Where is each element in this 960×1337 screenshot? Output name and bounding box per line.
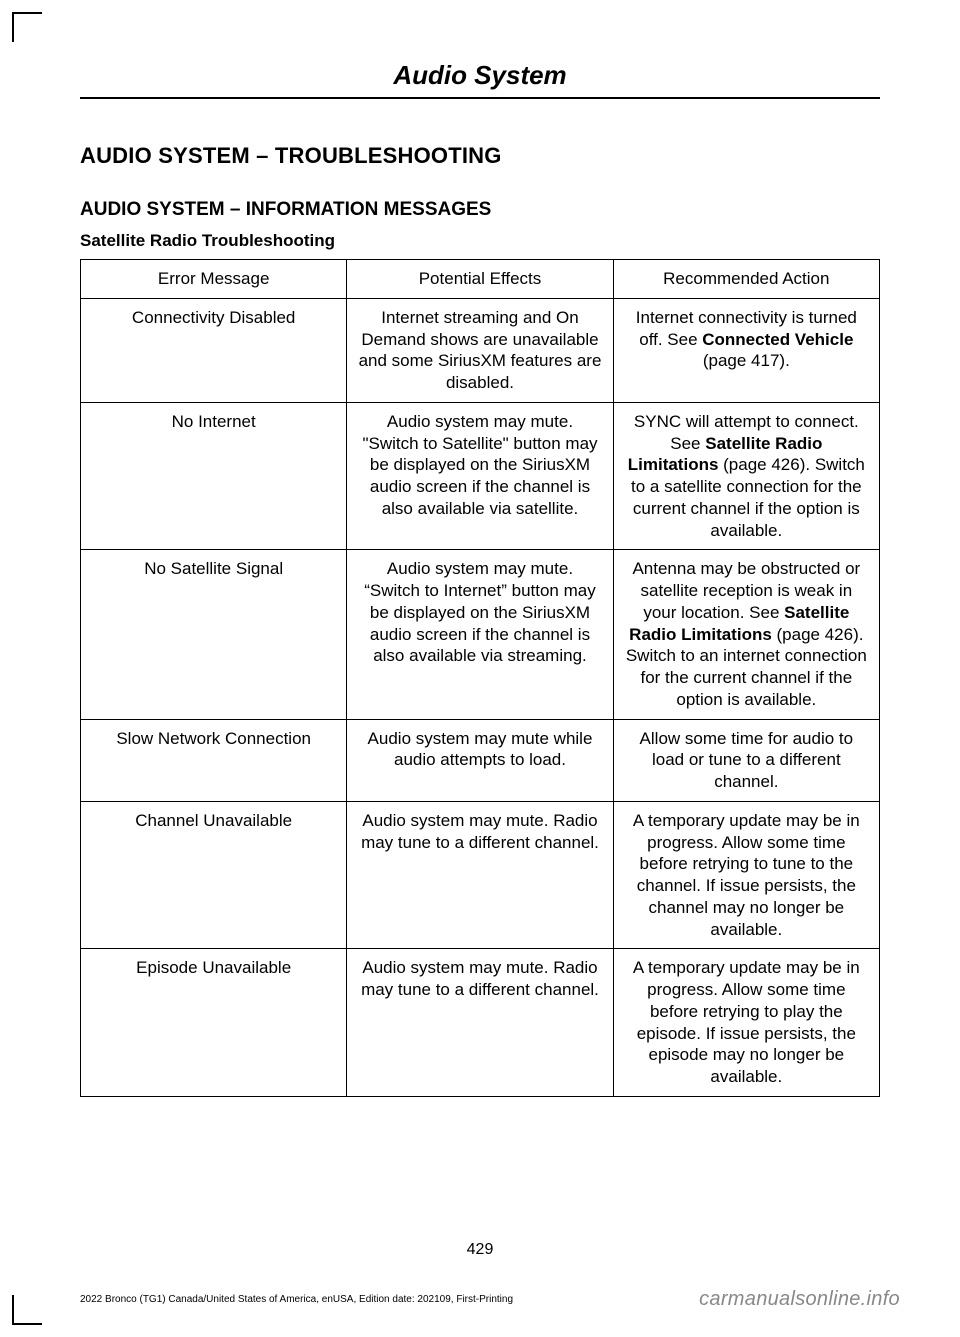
col-potential-effects: Potential Effects	[347, 260, 613, 299]
cell-recommended-action: Internet connectivity is turned off. See…	[613, 298, 879, 402]
cell-recommended-action: Antenna may be obstructed or satellite r…	[613, 550, 879, 719]
cell-error-message: Episode Unavailable	[81, 949, 347, 1097]
cell-error-message: No Internet	[81, 402, 347, 550]
heading-satellite-radio: Satellite Radio Troubleshooting	[80, 231, 880, 251]
chapter-rule	[80, 97, 880, 99]
troubleshooting-table: Error Message Potential Effects Recommen…	[80, 259, 880, 1097]
cell-potential-effects: Audio system may mute. Radio may tune to…	[347, 801, 613, 949]
chapter-title: Audio System	[80, 60, 880, 91]
cell-potential-effects: Audio system may mute while audio attemp…	[347, 719, 613, 801]
table-row: No Satellite Signal Audio system may mut…	[81, 550, 880, 719]
table-row: No Internet Audio system may mute. "Swit…	[81, 402, 880, 550]
cell-recommended-action: SYNC will attempt to connect. See Satell…	[613, 402, 879, 550]
table-header-row: Error Message Potential Effects Recommen…	[81, 260, 880, 299]
cell-error-message: Slow Network Connection	[81, 719, 347, 801]
cell-error-message: No Satellite Signal	[81, 550, 347, 719]
table-row: Episode Unavailable Audio system may mut…	[81, 949, 880, 1097]
cell-potential-effects: Audio system may mute. “Switch to Intern…	[347, 550, 613, 719]
cell-error-message: Channel Unavailable	[81, 801, 347, 949]
cell-potential-effects: Internet streaming and On Demand shows a…	[347, 298, 613, 402]
cell-recommended-action: A temporary update may be in progress. A…	[613, 949, 879, 1097]
heading-troubleshooting: AUDIO SYSTEM – TROUBLESHOOTING	[80, 143, 880, 169]
cell-recommended-action: Allow some time for audio to load or tun…	[613, 719, 879, 801]
col-recommended-action: Recommended Action	[613, 260, 879, 299]
table-row: Channel Unavailable Audio system may mut…	[81, 801, 880, 949]
cell-potential-effects: Audio system may mute. Radio may tune to…	[347, 949, 613, 1097]
table-row: Slow Network Connection Audio system may…	[81, 719, 880, 801]
heading-information-messages: AUDIO SYSTEM – INFORMATION MESSAGES	[80, 199, 880, 221]
table-row: Connectivity Disabled Internet streaming…	[81, 298, 880, 402]
cell-recommended-action: A temporary update may be in progress. A…	[613, 801, 879, 949]
col-error-message: Error Message	[81, 260, 347, 299]
cell-potential-effects: Audio system may mute. "Switch to Satell…	[347, 402, 613, 550]
footer-edition-info: 2022 Bronco (TG1) Canada/United States o…	[80, 1294, 513, 1305]
footer-watermark: carmanualsonline.info	[699, 1288, 900, 1311]
cell-error-message: Connectivity Disabled	[81, 298, 347, 402]
page-content: Audio System AUDIO SYSTEM – TROUBLESHOOT…	[0, 0, 960, 1337]
page-number: 429	[0, 1241, 960, 1259]
